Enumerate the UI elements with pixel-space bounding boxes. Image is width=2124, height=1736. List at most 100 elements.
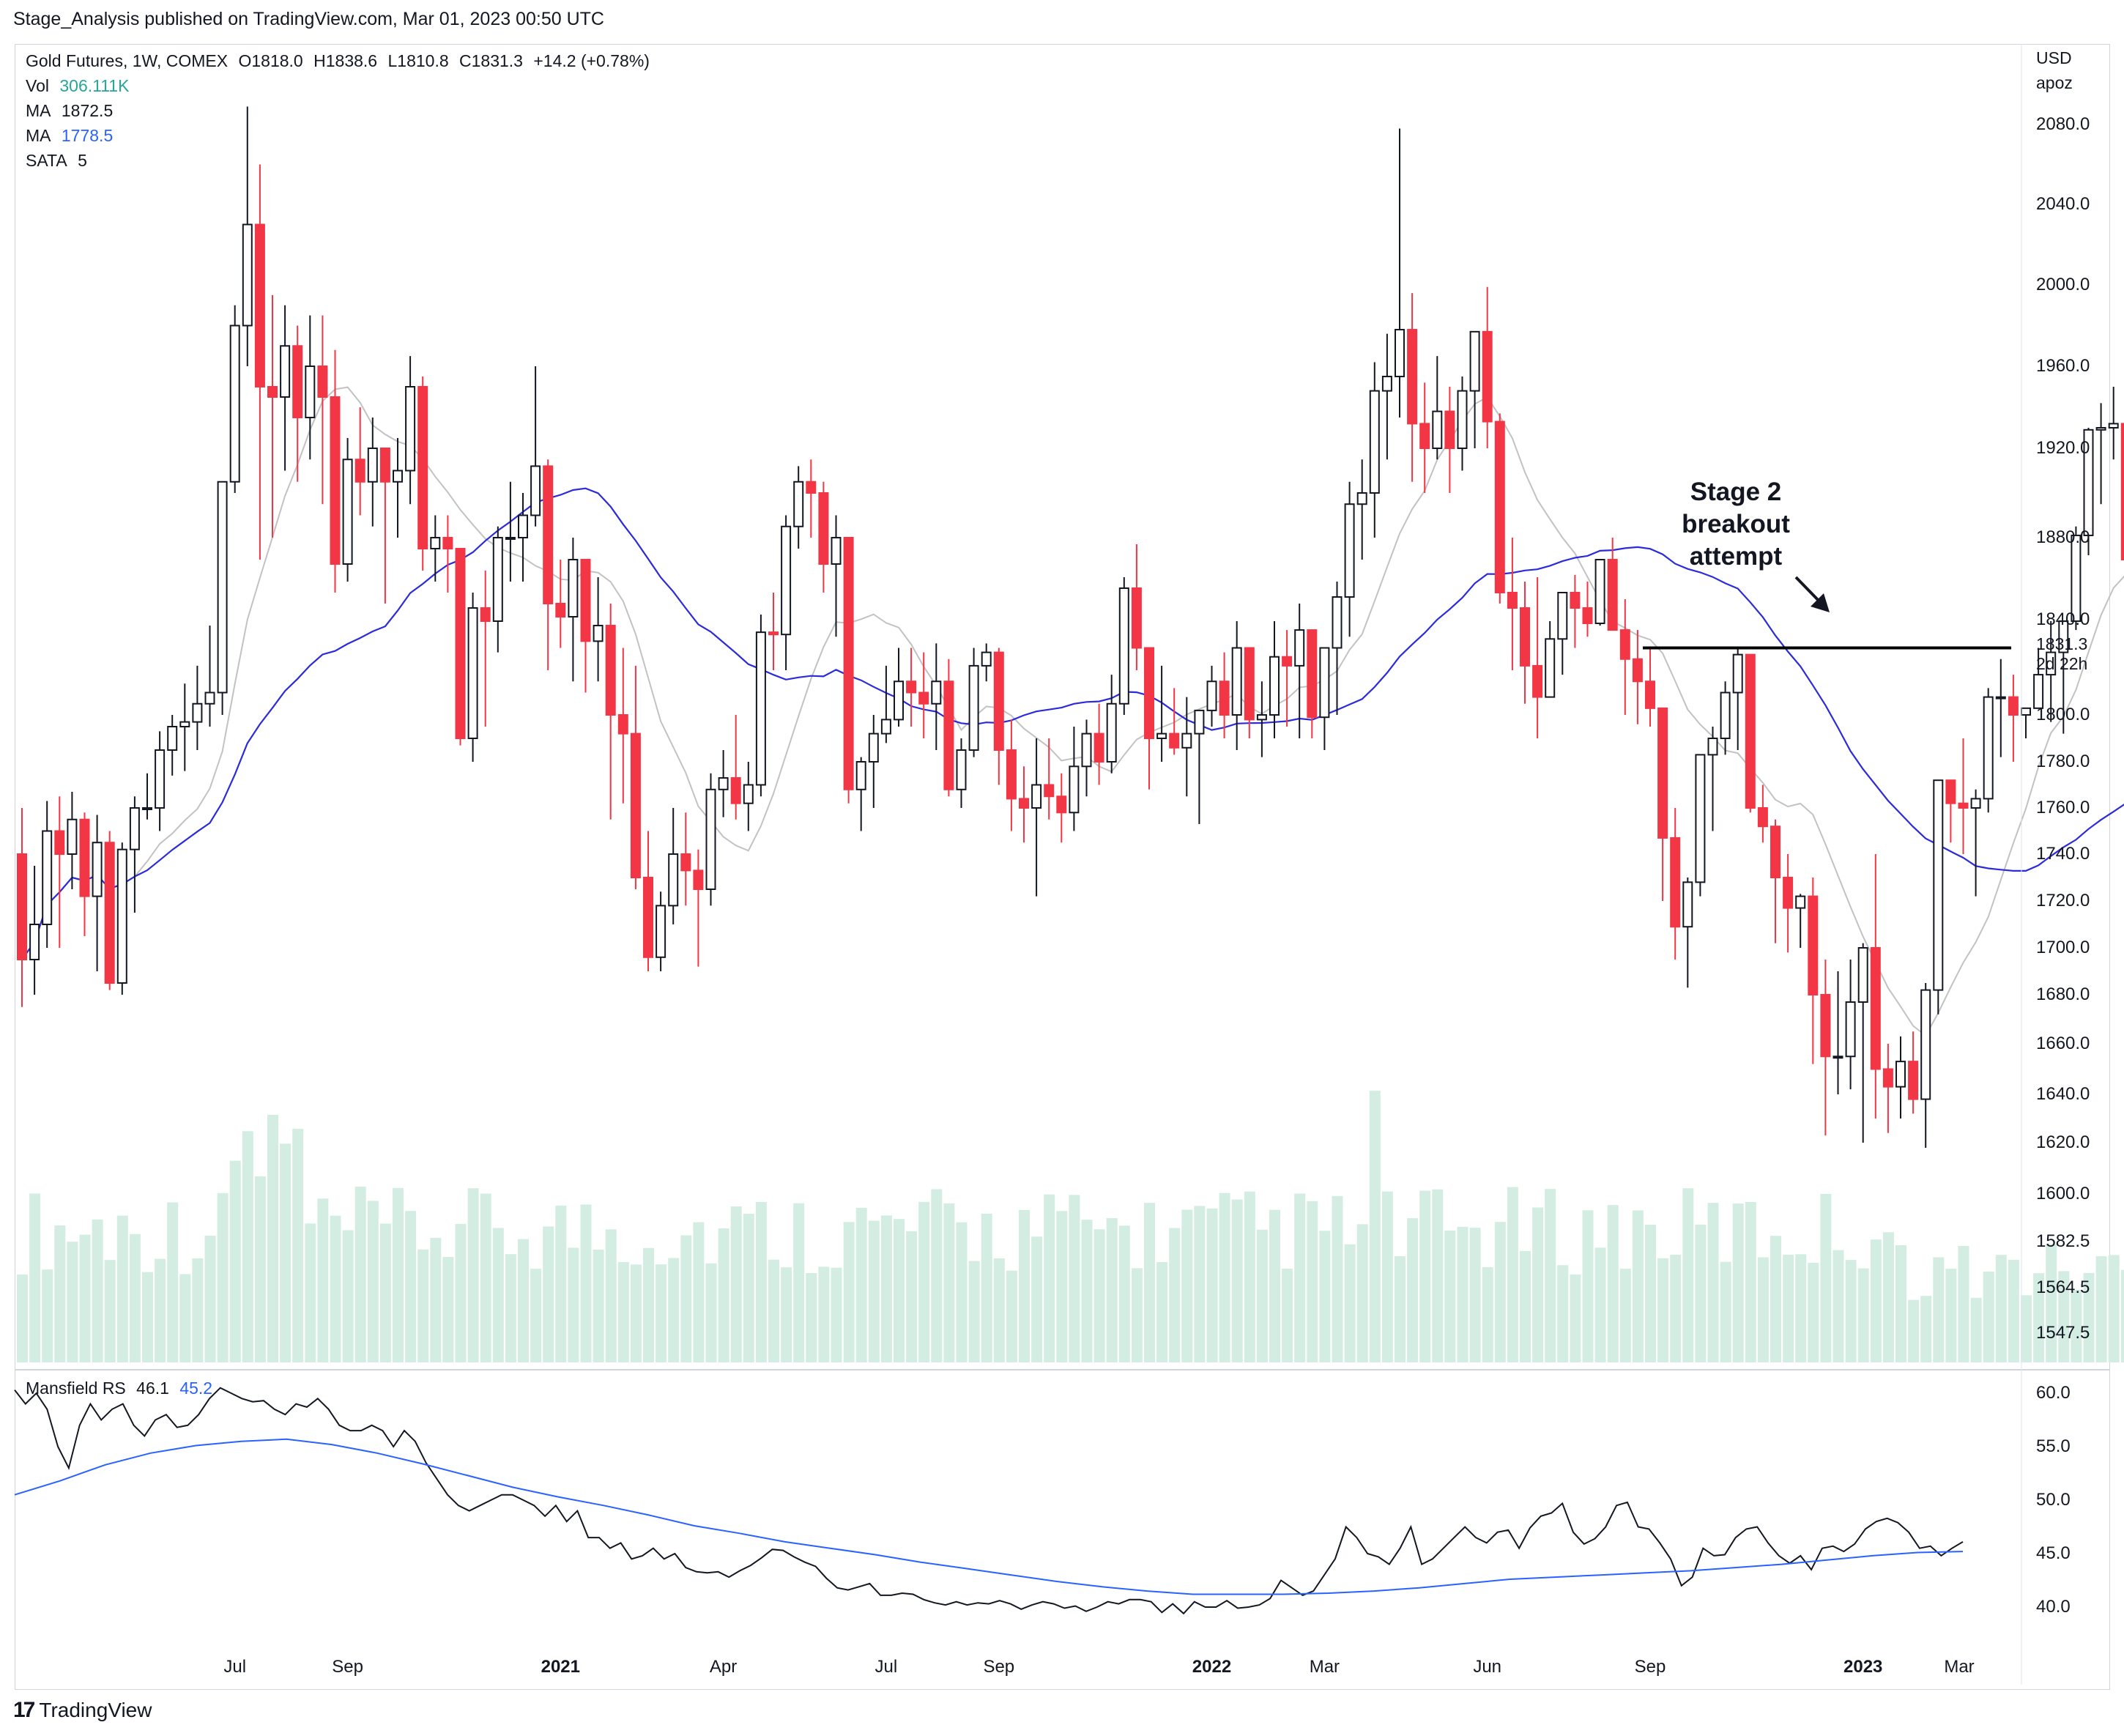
candle-body — [480, 607, 491, 622]
volume-bar — [1732, 1203, 1744, 1362]
candle-body — [555, 603, 566, 617]
candle-body — [2021, 707, 2031, 716]
volume-bar — [1282, 1268, 1293, 1362]
volume-bar — [605, 1229, 617, 1362]
candle-body — [1682, 881, 1693, 928]
candle-body — [1294, 629, 1305, 667]
volume-bar — [880, 1215, 892, 1362]
candle — [1757, 784, 1768, 843]
candle — [981, 643, 992, 682]
candle — [330, 349, 341, 593]
candle — [543, 459, 554, 670]
candle — [656, 891, 666, 971]
candle-body — [2008, 696, 2019, 716]
last-price: 1831.3 — [2036, 634, 2088, 653]
rs-tick-label: 40.0 — [2036, 1597, 2071, 1617]
volume-bar — [1319, 1231, 1331, 1362]
price-tick-label: 1660.0 — [2036, 1034, 2090, 1053]
volume-bar — [730, 1206, 742, 1362]
volume-bar — [1169, 1228, 1181, 1362]
candle-body — [155, 749, 166, 809]
volume-bar — [1570, 1274, 1581, 1362]
volume-bar — [1019, 1209, 1030, 1362]
volume-bar — [330, 1215, 341, 1362]
mansfield-value: 46.1 — [136, 1379, 169, 1398]
candle-body — [543, 465, 554, 605]
ma-fast-legend[interactable]: MA 1872.5 — [26, 101, 119, 121]
candle — [1870, 854, 1881, 1119]
candle — [92, 815, 103, 971]
volume-bar — [1783, 1254, 1794, 1362]
candle-body — [1056, 795, 1067, 814]
candle-body — [442, 537, 453, 549]
volume-bar — [1444, 1230, 1456, 1362]
volume-bar — [54, 1225, 66, 1362]
candle — [104, 831, 115, 990]
candle — [1118, 577, 1129, 715]
candle — [894, 648, 904, 727]
candle-body — [568, 559, 579, 617]
candle — [1783, 854, 1794, 953]
candle — [668, 808, 679, 924]
ma-slow-legend[interactable]: MA 1778.5 — [26, 126, 119, 146]
candle-body — [2033, 674, 2044, 709]
candle-body — [968, 664, 979, 752]
volume-bar — [1607, 1205, 1619, 1362]
candle-body — [743, 784, 754, 804]
price-tick-label: 1640.0 — [2036, 1084, 2090, 1104]
candle — [1945, 779, 1956, 843]
volume-bar — [317, 1198, 329, 1362]
candle — [467, 593, 478, 762]
candle — [868, 715, 879, 808]
candle — [1419, 382, 1430, 493]
volume-bar — [1407, 1218, 1419, 1362]
tradingview-logo[interactable]: 17 TradingView — [13, 1698, 152, 1723]
candle-body — [981, 651, 992, 667]
volume-bar — [1093, 1229, 1105, 1362]
sata-legend[interactable]: SATA 5 — [26, 151, 93, 171]
candle-body — [455, 548, 466, 739]
candle — [29, 866, 40, 995]
candle-body — [1194, 709, 1205, 735]
candle — [67, 791, 78, 889]
candle — [1657, 707, 1668, 901]
volume-bar — [1594, 1247, 1606, 1362]
ma-slow-label: MA — [26, 126, 51, 145]
volume-bar — [943, 1203, 955, 1362]
candle — [1882, 1044, 1893, 1133]
candle — [906, 648, 917, 727]
price-tick-label: 2040.0 — [2036, 194, 2090, 214]
volume-bar — [1845, 1260, 1857, 1362]
candle — [442, 515, 453, 593]
volume-legend[interactable]: Vol 306.111K — [26, 76, 135, 96]
volume-bar — [555, 1205, 567, 1362]
candle-body — [718, 777, 729, 790]
candle — [518, 493, 528, 582]
volume-bar — [1307, 1201, 1318, 1362]
volume-bar — [1808, 1262, 1819, 1362]
mansfield-legend[interactable]: Mansfield RS 46.1 45.2 — [26, 1379, 218, 1398]
candle-body — [1432, 410, 1443, 449]
volume-bar — [254, 1176, 266, 1362]
volume-bar — [1619, 1269, 1631, 1362]
annotation-line-3: attempt — [1689, 542, 1783, 571]
candle-body — [943, 680, 954, 790]
currency-label[interactable]: USD — [2036, 48, 2072, 67]
time-tick-label: Sep — [983, 1657, 1015, 1677]
candle-body — [1419, 423, 1430, 450]
volume-bar — [1670, 1254, 1682, 1362]
volume-bar — [1507, 1187, 1518, 1362]
volume-bar — [242, 1131, 253, 1362]
volume-bar — [1657, 1258, 1669, 1362]
rs-ma-line — [14, 1438, 1964, 1595]
candle-body — [1707, 738, 1718, 756]
volume-bar — [1106, 1217, 1118, 1362]
candle — [580, 559, 591, 693]
candle-body — [693, 869, 704, 891]
candle — [1570, 575, 1581, 648]
candle-body — [2058, 620, 2069, 653]
volume-bar — [1995, 1255, 2007, 1362]
candle — [705, 773, 716, 906]
candle-body — [2108, 423, 2119, 429]
